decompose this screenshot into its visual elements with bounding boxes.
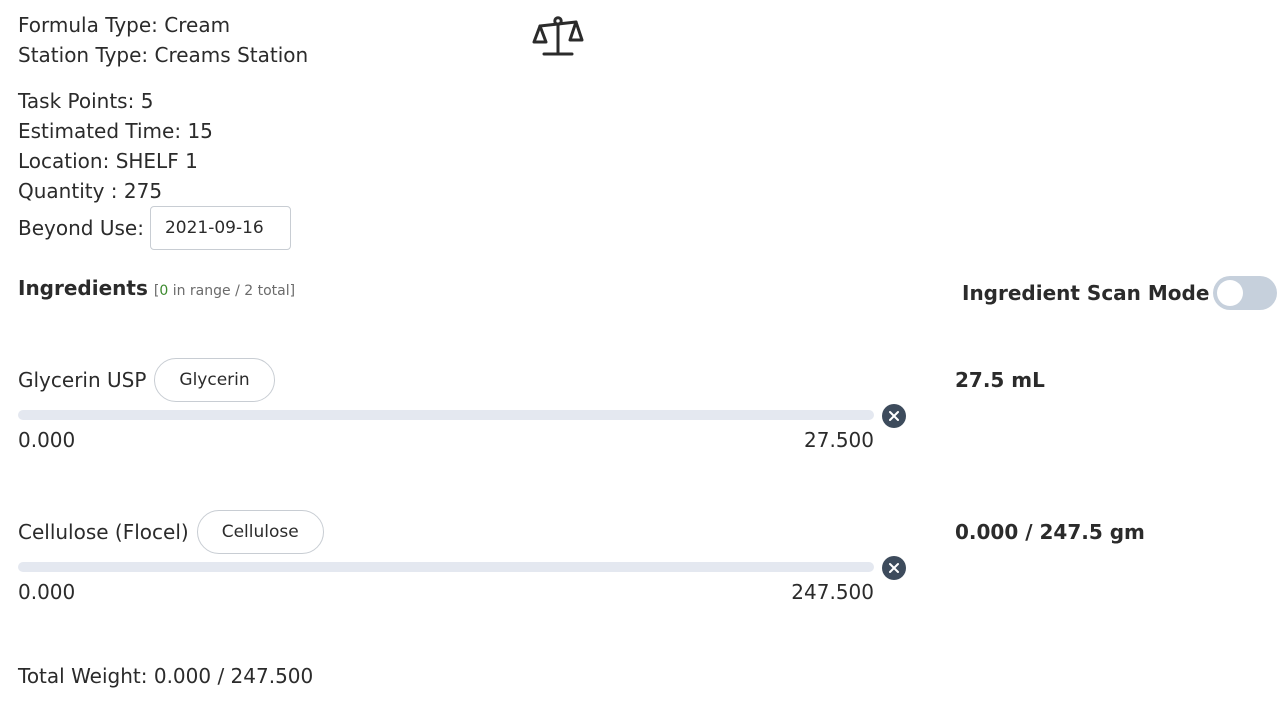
counts-open-bracket: [: [153, 283, 160, 299]
ingredient-row: Cellulose (Flocel) Cellulose 0.000 / 247…: [18, 510, 1258, 604]
station-type: Station Type: Creams Station: [18, 43, 308, 67]
quantity: Quantity : 275: [18, 179, 162, 203]
ingredient-progress-bar: [18, 410, 874, 420]
counts-total-text: in range / 2 total]: [168, 283, 296, 299]
estimated-time-label: Estimated Time:: [18, 119, 182, 143]
ingredient-tag-button[interactable]: Cellulose: [196, 510, 324, 554]
beyond-use-date-input[interactable]: [149, 206, 291, 250]
close-circle-icon[interactable]: [882, 556, 906, 580]
ingredients-header: Ingredients [0 in range / 2 total]: [18, 276, 295, 300]
in-range-count: 0: [159, 283, 169, 299]
ingredient-min-value: 0.000: [18, 428, 76, 452]
toggle-knob: [1217, 280, 1244, 306]
ingredient-amount: 0.000 / 247.5 gm: [955, 520, 1145, 544]
formula-type-value: Cream: [164, 13, 231, 37]
total-weight-label: Total Weight:: [18, 664, 148, 688]
quantity-label: Quantity :: [18, 179, 118, 203]
estimated-time-value: 15: [187, 119, 213, 143]
scale-balance-icon: [530, 14, 586, 60]
task-points: Task Points: 5: [18, 89, 153, 113]
formula-type-label: Formula Type:: [18, 13, 158, 37]
station-type-label: Station Type:: [18, 43, 149, 67]
beyond-use-label: Beyond Use:: [18, 216, 144, 240]
location: Location: SHELF 1: [18, 149, 198, 173]
ingredients-title: Ingredients: [18, 276, 148, 300]
ingredient-name: Glycerin USP: [18, 368, 147, 392]
ingredient-scan-mode: Ingredient Scan Mode: [962, 276, 1278, 310]
beyond-use-row: Beyond Use:: [18, 206, 291, 250]
scan-mode-label: Ingredient Scan Mode: [962, 281, 1210, 305]
ingredient-max-value: 247.500: [791, 580, 874, 604]
ingredient-amount: 27.5 mL: [955, 368, 1045, 392]
location-value: SHELF 1: [115, 149, 198, 173]
task-points-value: 5: [140, 89, 154, 113]
ingredient-progress-bar: [18, 562, 874, 572]
total-weight: Total Weight: 0.000 / 247.500: [18, 664, 313, 688]
ingredient-name: Cellulose (Flocel): [18, 520, 189, 544]
ingredient-max-value: 27.500: [804, 428, 874, 452]
scan-mode-toggle[interactable]: [1213, 276, 1278, 310]
total-weight-value: 0.000 / 247.500: [153, 664, 314, 688]
ingredients-count: [0 in range / 2 total]: [154, 283, 295, 299]
close-circle-icon[interactable]: [882, 404, 906, 428]
ingredient-tag-button[interactable]: Glycerin: [154, 358, 275, 402]
quantity-value: 275: [123, 179, 163, 203]
formula-type: Formula Type: Cream: [18, 13, 230, 37]
station-type-value: Creams Station: [154, 43, 309, 67]
ingredient-min-value: 0.000: [18, 580, 76, 604]
ingredient-row: Glycerin USP Glycerin 27.5 mL 0.000 27.5…: [18, 358, 1258, 452]
estimated-time: Estimated Time: 15: [18, 119, 213, 143]
location-label: Location:: [18, 149, 110, 173]
task-points-label: Task Points:: [18, 89, 135, 113]
